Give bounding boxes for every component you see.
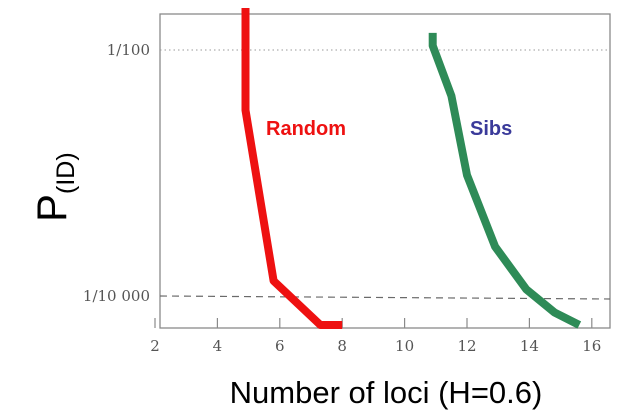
series-line-random: [241, 8, 343, 329]
series-line-sibs: [428, 32, 582, 329]
x-axis-ticks: [154, 318, 593, 328]
y-axis-label-main: P: [28, 194, 75, 222]
series-layer: [241, 8, 582, 329]
xtick-label-4: 4: [213, 337, 223, 355]
ytick-label-1-10000: 1/10 000: [83, 287, 150, 305]
x-axis-label: Number of loci (H=0.6): [230, 375, 543, 410]
xtick-label-12: 12: [457, 337, 476, 355]
y-axis-label-subscript: (ID): [52, 152, 80, 194]
x-axis-tick-labels: 2 4 6 8 10 12 14 16: [150, 337, 601, 355]
xtick-label-14: 14: [520, 337, 539, 355]
plot-frame: [159, 13, 611, 329]
xtick-label-2: 2: [150, 337, 160, 355]
xtick-label-8: 8: [337, 337, 347, 355]
xtick-label-10: 10: [395, 337, 414, 355]
series-label-random: Random: [266, 118, 346, 140]
y-axis-label: P(ID): [28, 152, 80, 222]
ytick-label-1-100: 1/100: [107, 41, 150, 59]
series-label-sibs: Sibs: [470, 118, 512, 140]
xtick-label-16: 16: [582, 337, 601, 355]
xtick-label-6: 6: [275, 337, 285, 355]
